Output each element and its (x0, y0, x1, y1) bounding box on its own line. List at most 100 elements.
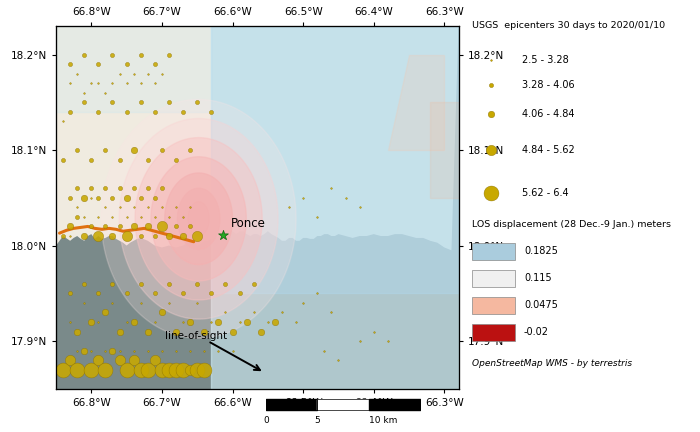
Point (270, 318, 281, 325)
Point (217, 232, 228, 238)
Point (64, 60, 76, 67)
Point (64, 80, 76, 87)
Point (93, 232, 104, 239)
Polygon shape (135, 138, 262, 300)
Polygon shape (102, 99, 296, 338)
Point (100, 223, 111, 230)
Point (149, 232, 160, 239)
Polygon shape (188, 202, 209, 236)
Point (206, 318, 217, 325)
Text: line-of-sight: line-of-sight (165, 331, 228, 341)
Point (121, 80, 132, 87)
Point (149, 213, 160, 220)
Point (185, 223, 196, 230)
Point (71, 70, 83, 77)
Polygon shape (56, 26, 211, 112)
Point (156, 204, 167, 211)
Point (121, 60, 132, 67)
Point (185, 366, 196, 373)
Point (156, 70, 167, 77)
Point (163, 299, 174, 306)
Point (114, 357, 125, 364)
Point (121, 213, 132, 220)
Point (170, 328, 181, 335)
Point (100, 185, 111, 192)
Point (114, 70, 125, 77)
Point (156, 366, 167, 373)
Point (149, 357, 160, 364)
Polygon shape (430, 102, 458, 198)
Point (121, 194, 132, 201)
Point (156, 223, 167, 230)
Point (156, 146, 167, 153)
Point (107, 80, 118, 87)
Point (142, 347, 153, 354)
Point (333, 357, 344, 364)
Point (128, 318, 139, 325)
Point (326, 309, 337, 316)
Point (178, 290, 189, 297)
Point (85, 194, 97, 201)
Point (93, 108, 104, 115)
Point (121, 108, 132, 115)
Text: 5: 5 (314, 416, 320, 425)
Point (107, 194, 118, 201)
Point (142, 185, 153, 192)
Point (178, 108, 189, 115)
Point (170, 366, 181, 373)
Point (340, 194, 351, 201)
Point (128, 223, 139, 230)
Point (64, 223, 76, 230)
Polygon shape (388, 54, 444, 150)
Point (163, 213, 174, 220)
Point (57, 366, 69, 373)
Point (85, 366, 97, 373)
Point (178, 318, 189, 325)
Point (149, 60, 160, 67)
Point (78, 194, 90, 201)
Point (85, 156, 97, 163)
Point (276, 309, 288, 316)
Point (213, 318, 224, 325)
Point (135, 299, 146, 306)
Point (57, 118, 69, 125)
Text: Ponce: Ponce (231, 217, 266, 230)
Point (78, 99, 90, 106)
Point (192, 299, 203, 306)
Point (156, 185, 167, 192)
Point (326, 185, 337, 192)
Point (107, 299, 118, 306)
Point (135, 194, 146, 201)
Point (241, 318, 252, 325)
Point (71, 328, 83, 335)
Point (93, 60, 104, 67)
Polygon shape (151, 157, 246, 281)
Point (100, 204, 111, 211)
Text: 0: 0 (263, 416, 269, 425)
Point (170, 223, 181, 230)
Point (486, 111, 497, 118)
Point (312, 290, 323, 297)
Point (213, 347, 224, 354)
FancyBboxPatch shape (473, 270, 514, 287)
Point (135, 232, 146, 239)
Point (234, 290, 245, 297)
Point (312, 213, 323, 220)
Text: 5.62 - 6.4: 5.62 - 6.4 (522, 188, 568, 198)
Point (128, 347, 139, 354)
Point (163, 280, 174, 287)
Point (149, 318, 160, 325)
Polygon shape (211, 26, 458, 389)
Point (290, 318, 302, 325)
Point (64, 357, 76, 364)
Point (71, 204, 83, 211)
Point (93, 194, 104, 201)
Point (142, 223, 153, 230)
Point (178, 232, 189, 239)
Point (121, 366, 132, 373)
Point (107, 232, 118, 239)
Point (100, 309, 111, 316)
Point (71, 213, 83, 220)
Point (93, 290, 104, 297)
Point (185, 318, 196, 325)
